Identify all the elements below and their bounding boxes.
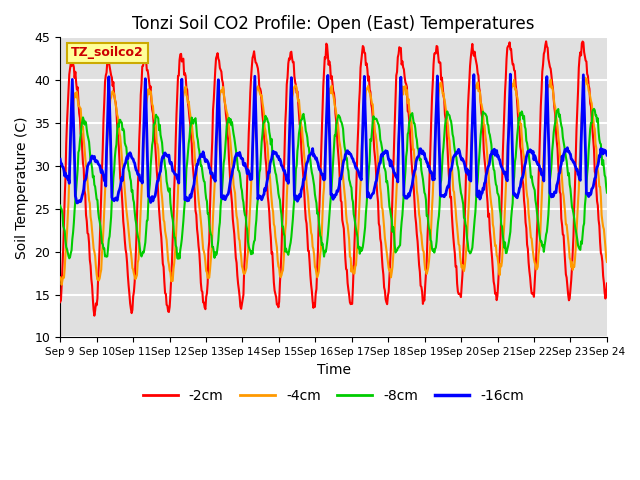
Text: TZ_soilco2: TZ_soilco2 — [71, 47, 144, 60]
X-axis label: Time: Time — [317, 363, 351, 377]
Y-axis label: Soil Temperature (C): Soil Temperature (C) — [15, 116, 29, 259]
Legend: -2cm, -4cm, -8cm, -16cm: -2cm, -4cm, -8cm, -16cm — [137, 384, 530, 408]
Title: Tonzi Soil CO2 Profile: Open (East) Temperatures: Tonzi Soil CO2 Profile: Open (East) Temp… — [132, 15, 535, 33]
